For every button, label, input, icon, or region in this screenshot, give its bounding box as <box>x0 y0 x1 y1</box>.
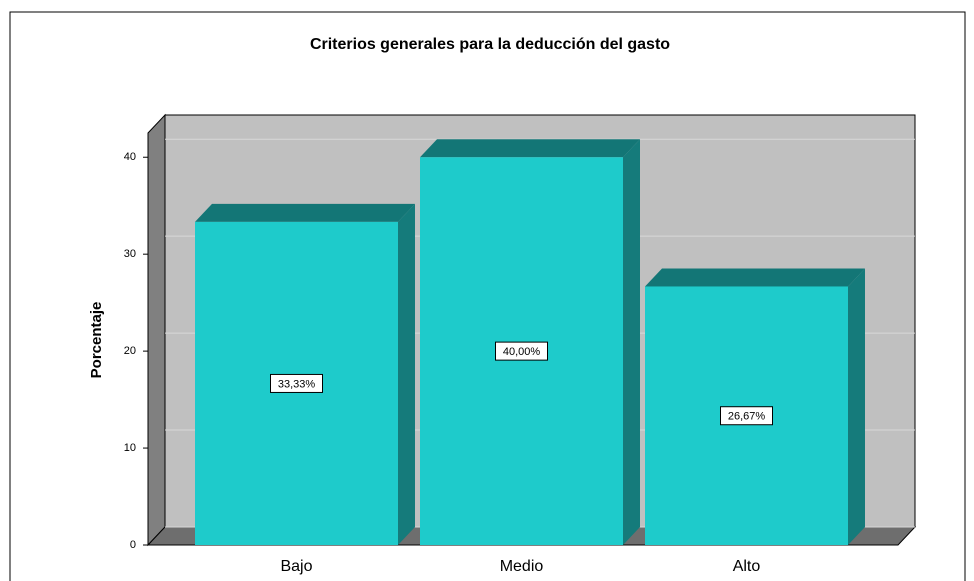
value-label-box <box>270 373 323 393</box>
bar-side <box>398 203 415 545</box>
value-label: 26,67% <box>728 411 766 423</box>
bar-side <box>623 139 640 545</box>
frame <box>9 11 966 581</box>
value-label: 33,33% <box>278 378 316 390</box>
bar-top <box>195 203 415 222</box>
y-tick-label: 40 <box>124 151 136 163</box>
x-tick-label: Medio <box>500 558 544 575</box>
bar-top <box>420 139 640 158</box>
value-label: 40,00% <box>503 346 541 358</box>
x-tick-label: Bajo <box>280 558 312 575</box>
y-tick-label: 10 <box>124 442 136 454</box>
bar-top <box>645 268 865 287</box>
x-tick-label: Alto <box>733 558 761 575</box>
value-label-box <box>495 341 548 361</box>
value-label-box <box>720 406 773 426</box>
y-tick-label: 20 <box>124 345 136 357</box>
y-tick-label: 0 <box>130 539 136 551</box>
y-axis-label: Porcentaje <box>88 302 105 379</box>
y-tick-label: 30 <box>124 248 136 260</box>
bar-side <box>848 268 865 545</box>
chart-title: Criterios generales para la deducción de… <box>310 36 670 53</box>
left-wall <box>147 113 166 547</box>
